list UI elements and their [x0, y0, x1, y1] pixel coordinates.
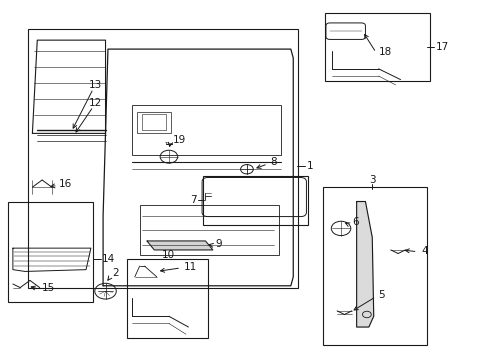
Text: 11: 11 — [183, 262, 196, 272]
Text: 1: 1 — [306, 161, 313, 171]
Text: 14: 14 — [102, 254, 115, 264]
Bar — [325, 13, 429, 81]
Text: 4: 4 — [420, 246, 427, 256]
Bar — [203, 176, 307, 225]
Text: 2: 2 — [112, 268, 118, 278]
Text: 10: 10 — [161, 250, 174, 260]
Text: 16: 16 — [59, 179, 72, 189]
Text: 19: 19 — [172, 135, 185, 145]
Bar — [8, 202, 93, 302]
Polygon shape — [147, 241, 212, 250]
Text: 5: 5 — [378, 291, 385, 301]
Bar — [142, 114, 166, 130]
Text: 17: 17 — [435, 42, 448, 52]
Text: 9: 9 — [215, 239, 222, 249]
Bar — [322, 187, 427, 345]
Text: 7: 7 — [190, 195, 196, 205]
Bar — [140, 205, 278, 255]
Text: 12: 12 — [89, 98, 102, 108]
Text: 18: 18 — [378, 46, 391, 57]
Text: 13: 13 — [89, 80, 102, 90]
Bar — [132, 105, 281, 155]
Bar — [27, 30, 298, 288]
Text: 8: 8 — [270, 157, 276, 167]
Polygon shape — [356, 202, 373, 327]
Text: 6: 6 — [351, 217, 358, 227]
Text: 3: 3 — [368, 175, 375, 185]
Text: 15: 15 — [42, 283, 55, 293]
Bar — [137, 112, 171, 134]
Bar — [127, 259, 207, 338]
